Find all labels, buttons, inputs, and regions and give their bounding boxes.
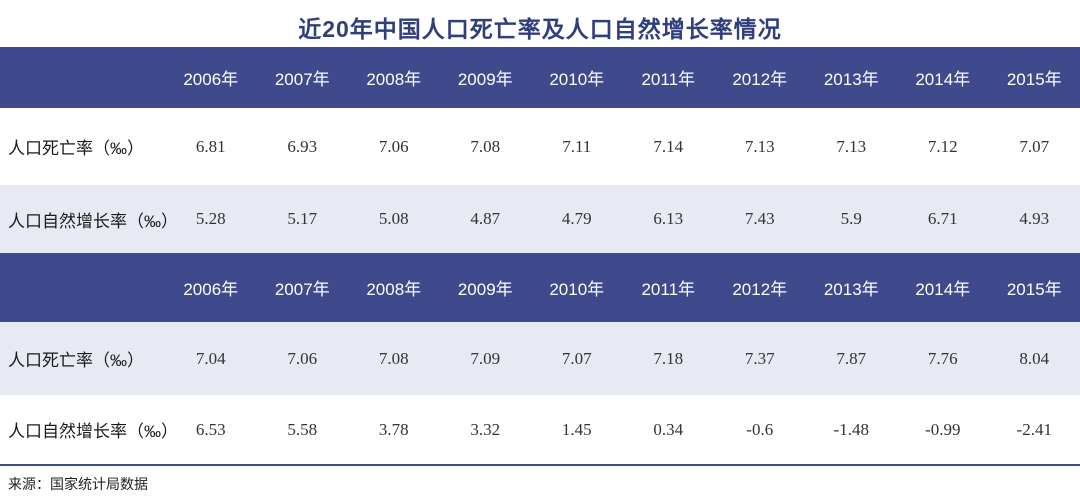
year-header-cell: 2010年 xyxy=(531,253,623,322)
year-header-cell: 2012年 xyxy=(714,47,806,108)
year-header-row: 2006年 2007年 2008年 2009年 2010年 2011年 2012年 2013年… xyxy=(0,253,1080,322)
year-header-cell: 2012年 xyxy=(714,253,806,322)
value-cell: 6.81 xyxy=(195,136,226,156)
population-table-upper: 2006年 2007年 2008年 2009年 2010年 2011年 2012年 2013年… xyxy=(0,47,1080,253)
value-cell: 4.87 xyxy=(439,185,531,253)
value-cell: 5.28 xyxy=(165,185,257,253)
value-cell: -1.48 xyxy=(833,419,869,439)
year-header-cell: 2006年 xyxy=(165,47,257,108)
row-label: 人口自然增长率（‰） xyxy=(8,422,178,441)
year-header-cell: 2010年 xyxy=(531,47,623,108)
value-cell: 7.08 xyxy=(470,136,501,156)
corner-cell xyxy=(0,253,165,322)
value-cell: 7.04 xyxy=(165,322,257,395)
value-cell: 7.13 xyxy=(744,136,775,156)
value-cell: 7.14 xyxy=(653,136,684,156)
footer-divider xyxy=(0,464,1080,466)
value-cell: 4.79 xyxy=(531,185,623,253)
value-cell: 7.87 xyxy=(805,322,897,395)
value-cell: -0.99 xyxy=(925,419,961,439)
value-cell: 7.12 xyxy=(927,136,958,156)
year-header-cell: 2014年 xyxy=(897,47,989,108)
year-header-cell: 2006年 xyxy=(165,253,257,322)
row-label: 人口自然增长率（‰） xyxy=(0,185,178,253)
year-header-cell: 2014年 xyxy=(897,253,989,322)
corner-cell xyxy=(0,47,165,108)
value-cell: 7.11 xyxy=(562,136,592,156)
value-cell: 0.34 xyxy=(653,419,684,439)
year-header-cell: 2008年 xyxy=(348,47,440,108)
value-cell: 5.58 xyxy=(287,419,318,439)
value-cell: 7.18 xyxy=(622,322,714,395)
row-label: 人口死亡率（‰） xyxy=(8,139,144,158)
value-cell: 3.32 xyxy=(470,419,501,439)
value-cell: 7.07 xyxy=(1019,136,1050,156)
year-header-cell: 2011年 xyxy=(622,253,714,322)
year-header-cell: 2007年 xyxy=(256,253,348,322)
year-header-cell: 2011年 xyxy=(622,47,714,108)
value-cell: 7.08 xyxy=(348,322,440,395)
year-header-cell: 2015年 xyxy=(988,47,1080,108)
value-cell: 6.13 xyxy=(622,185,714,253)
value-cell: 6.53 xyxy=(195,419,226,439)
value-cell: 1.45 xyxy=(561,419,592,439)
value-cell: 7.76 xyxy=(897,322,989,395)
year-header-cell: 2013年 xyxy=(805,253,897,322)
value-cell: 7.13 xyxy=(836,136,867,156)
value-cell: 7.06 xyxy=(256,322,348,395)
page-title: 近20年中国人口死亡率及人口自然增长率情况 xyxy=(298,16,782,42)
table-row: 人口自然增长率（‰） 5.28 5.17 5.08 4.87 4.79 6.13 7.43 5.… xyxy=(0,185,1080,253)
population-table-lower: 2006年 2007年 2008年 2009年 2010年 2011年 2012年 2013年… xyxy=(0,253,1080,464)
row-label: 人口死亡率（‰） xyxy=(0,322,165,395)
year-header-cell: 2015年 xyxy=(988,253,1080,322)
table-row: 人口死亡率（‰） 7.04 7.06 7.08 7.09 7.07 7.18 7.37 7.87… xyxy=(0,322,1080,395)
value-cell: 4.93 xyxy=(988,185,1080,253)
value-cell: 5.17 xyxy=(256,185,348,253)
value-cell: -2.41 xyxy=(1016,419,1052,439)
value-cell: 5.08 xyxy=(348,185,440,253)
year-header-cell: 2008年 xyxy=(348,253,440,322)
value-cell: 8.04 xyxy=(988,322,1080,395)
year-header-cell: 2007年 xyxy=(256,47,348,108)
table-row: 人口死亡率（‰） 6.81 6.93 7.06 7.08 7.11 7.14 7.13 7.13… xyxy=(0,108,1080,185)
value-cell: 3.78 xyxy=(378,419,409,439)
value-cell: 7.07 xyxy=(531,322,623,395)
value-cell: 6.71 xyxy=(897,185,989,253)
value-cell: 7.06 xyxy=(378,136,409,156)
year-header-cell: 2009年 xyxy=(439,47,531,108)
year-header-cell: 2013年 xyxy=(805,47,897,108)
value-cell: 6.93 xyxy=(287,136,318,156)
year-header-row: 2006年 2007年 2008年 2009年 2010年 2011年 2012年 2013年… xyxy=(0,47,1080,108)
table-row: 人口自然增长率（‰） 6.53 5.58 3.78 3.32 1.45 0.34 -0.6 -1… xyxy=(0,395,1080,464)
value-cell: 7.09 xyxy=(439,322,531,395)
source-note: 来源：国家统计局数据 xyxy=(8,476,148,492)
value-cell: -0.6 xyxy=(746,419,774,439)
value-cell: 7.37 xyxy=(714,322,806,395)
value-cell: 7.43 xyxy=(714,185,806,253)
year-header-cell: 2009年 xyxy=(439,253,531,322)
value-cell: 5.9 xyxy=(805,185,897,253)
